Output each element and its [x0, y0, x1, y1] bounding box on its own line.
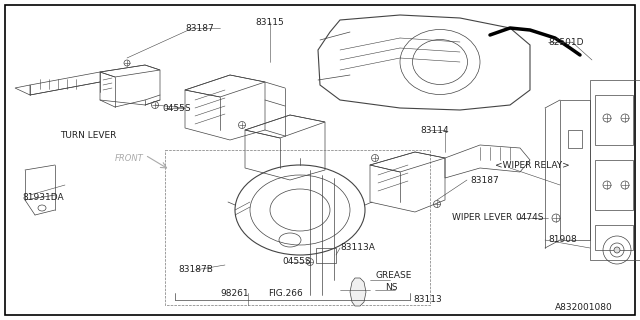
Text: 82501D: 82501D [548, 37, 584, 46]
Text: 0455S: 0455S [162, 103, 191, 113]
Bar [595, 225, 633, 250]
Text: NS: NS [385, 284, 397, 292]
Text: 81931DA: 81931DA [22, 194, 63, 203]
Ellipse shape [614, 247, 620, 253]
Bar [595, 95, 633, 145]
Text: GREASE: GREASE [375, 270, 412, 279]
Text: <WIPER RELAY>: <WIPER RELAY> [495, 161, 570, 170]
Text: TURN LEVER: TURN LEVER [60, 131, 116, 140]
Text: FRONT: FRONT [115, 154, 144, 163]
Text: 81908: 81908 [548, 236, 577, 244]
Text: 83113: 83113 [413, 295, 442, 305]
Bar [595, 160, 633, 210]
Bar [590, 80, 640, 260]
Text: 83114: 83114 [420, 125, 449, 134]
Text: 83113A: 83113A [340, 244, 375, 252]
Bar [316, 248, 336, 263]
Text: FIG.266: FIG.266 [268, 289, 303, 298]
Text: 83115: 83115 [255, 18, 284, 27]
Text: WIPER LEVER: WIPER LEVER [452, 213, 512, 222]
Text: 0455S: 0455S [282, 258, 310, 267]
Bar [568, 130, 582, 148]
Text: 83187B: 83187B [178, 266, 213, 275]
Text: 83187: 83187 [185, 23, 214, 33]
Text: 98261: 98261 [220, 289, 248, 298]
Text: A832001080: A832001080 [555, 303, 612, 313]
Polygon shape [350, 278, 366, 306]
Text: 0474S: 0474S [515, 213, 543, 222]
Text: 83187: 83187 [470, 175, 499, 185]
